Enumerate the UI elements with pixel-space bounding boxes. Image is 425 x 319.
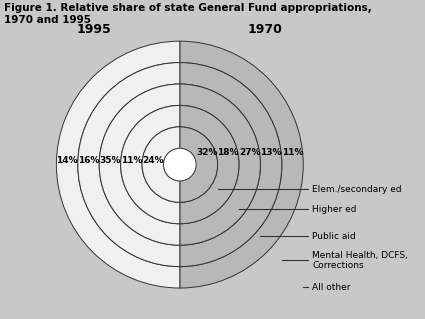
Wedge shape [78, 63, 180, 267]
Wedge shape [142, 127, 180, 202]
Text: 11%: 11% [121, 156, 142, 165]
Circle shape [164, 148, 196, 181]
Text: Elem./secondary ed: Elem./secondary ed [312, 185, 402, 194]
Wedge shape [180, 127, 218, 202]
Wedge shape [180, 106, 239, 224]
Text: Higher ed: Higher ed [312, 205, 357, 214]
Wedge shape [180, 84, 261, 245]
Text: 16%: 16% [78, 156, 99, 165]
Text: All other: All other [312, 283, 351, 292]
Text: 11%: 11% [282, 148, 303, 157]
Wedge shape [57, 41, 180, 288]
Wedge shape [99, 84, 180, 245]
Text: 1995: 1995 [77, 24, 111, 36]
Text: Mental Health, DCFS,
Corrections: Mental Health, DCFS, Corrections [312, 251, 408, 270]
Text: 27%: 27% [239, 148, 261, 157]
Text: 1970: 1970 [248, 24, 283, 36]
Wedge shape [180, 63, 282, 267]
Text: 24%: 24% [142, 156, 164, 165]
Text: 14%: 14% [56, 156, 78, 165]
Text: 13%: 13% [261, 148, 282, 157]
Wedge shape [180, 41, 303, 288]
Wedge shape [121, 106, 180, 224]
Text: 32%: 32% [196, 148, 218, 157]
Text: Public aid: Public aid [312, 232, 356, 241]
Text: 35%: 35% [99, 156, 121, 165]
Text: Figure 1. Relative share of state General Fund appropriations,
1970 and 1995: Figure 1. Relative share of state Genera… [4, 3, 372, 25]
Text: 18%: 18% [218, 148, 239, 157]
